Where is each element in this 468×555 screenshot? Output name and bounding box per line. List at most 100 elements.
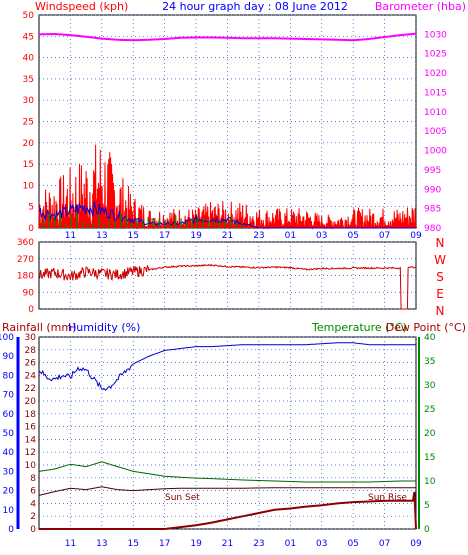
dew-point-line [38, 486, 416, 496]
top-x-tick-label: 09 [410, 231, 422, 241]
humidity-axis-title: Humidity (%) [68, 321, 140, 334]
barometer-tick-label: 1015 [424, 88, 447, 98]
rainfall-tick-label: 10 [25, 461, 37, 471]
humidity-tick-label: 0 [8, 525, 14, 535]
windspeed-tick-label: 20 [23, 139, 35, 149]
rainfall-tick-label: 4 [30, 499, 36, 509]
lower-panel-x-tick-labels: 11 13 15 17 19 21 23 01 03 05 07 09 [65, 539, 422, 549]
humidity-tick-label: 70 [3, 391, 15, 401]
barometer-tick-label: 1020 [424, 69, 447, 79]
barometer-tick-label: 1025 [424, 50, 447, 60]
rainfall-tick-label: 18 [25, 410, 37, 420]
rainfall-tick-label: 22 [25, 384, 36, 394]
direction-tick-label: 360 [17, 238, 34, 248]
temperature-tick-label: 15 [424, 453, 435, 463]
direction-tick-labels: 0 90 180 270 360 [17, 238, 34, 315]
windspeed-tick-label: 40 [23, 54, 35, 64]
windspeed-tick-label: 35 [23, 75, 34, 85]
top-x-tick-label: 19 [190, 231, 202, 241]
sun-set-annotation: Sun Set [165, 493, 200, 503]
lower-x-tick-label: 07 [379, 539, 390, 549]
barometer-tick-label: 1000 [424, 147, 447, 157]
temperature-tick-label: 25 [424, 405, 435, 415]
temperature-tick-label: 10 [424, 477, 436, 487]
rainfall-tick-label: 24 [25, 371, 37, 381]
wind-gust-line [38, 201, 416, 229]
temperature-tick-label: 35 [424, 357, 435, 367]
lower-x-tick-label: 05 [347, 539, 358, 549]
top-x-tick-label: 03 [316, 231, 327, 241]
top-x-tick-label: 23 [253, 231, 264, 241]
humidity-line [38, 342, 416, 391]
windspeed-tick-label: 45 [23, 32, 34, 42]
compass-label: N [436, 304, 445, 318]
direction-tick-label: 180 [17, 272, 34, 282]
humidity-tick-label: 40 [3, 448, 15, 458]
top-panel-grid [39, 14, 417, 229]
humidity-tick-label: 10 [3, 506, 15, 516]
compass-label: S [436, 270, 444, 284]
top-x-tick-label: 13 [96, 231, 107, 241]
lower-x-tick-label: 11 [65, 539, 76, 549]
lower-x-tick-label: 09 [410, 539, 422, 549]
humidity-tick-label: 90 [3, 352, 15, 362]
top-x-tick-label: 17 [159, 231, 170, 241]
temperature-tick-label: 40 [424, 333, 436, 343]
top-x-tick-label: 15 [128, 231, 139, 241]
rainfall-tick-label: 30 [25, 333, 37, 343]
compass-label: N [436, 236, 445, 250]
rainfall-tick-label: 0 [30, 525, 36, 535]
windspeed-tick-label: 15 [23, 160, 34, 170]
humidity-tick-labels: 0 10 20 30 40 50 60 70 80 90 100 [0, 333, 14, 535]
humidity-tick-label: 100 [0, 333, 14, 343]
windspeed-tick-label: 0 [28, 224, 34, 234]
rainfall-tick-label: 20 [25, 397, 37, 407]
wind-direction-line [38, 263, 417, 310]
windspeed-line [38, 144, 417, 230]
lower-x-tick-label: 19 [190, 539, 202, 549]
barometer-tick-label: 980 [424, 224, 441, 234]
temperature-tick-label: 0 [424, 525, 430, 535]
lower-panel-grid [16, 336, 420, 530]
rainfall-tick-label: 8 [30, 474, 36, 484]
temperature-tick-label: 30 [424, 381, 436, 391]
top-x-tick-label: 07 [379, 231, 390, 241]
humidity-tick-label: 20 [3, 487, 15, 497]
windspeed-tick-label: 30 [23, 96, 35, 106]
dewpoint-axis-title: Dew Point (°C) [386, 321, 466, 334]
top-x-tick-label: 05 [347, 231, 358, 241]
temperature-tick-label: 20 [424, 429, 436, 439]
lower-x-tick-label: 03 [316, 539, 327, 549]
lower-x-tick-label: 13 [96, 539, 107, 549]
windspeed-tick-label: 25 [23, 118, 34, 128]
top-x-tick-label: 01 [285, 231, 296, 241]
lower-x-tick-label: 23 [253, 539, 264, 549]
barometer-tick-labels: 980 985 990 995 1000 1005 1010 1015 1020 1025 1030 [424, 30, 447, 234]
top-panel-series [38, 32, 417, 230]
direction-panel-grid [39, 241, 417, 310]
windspeed-axis-title: Windspeed (kph) [35, 0, 128, 13]
top-x-tick-label: 11 [65, 231, 76, 241]
barometer-tick-label: 1010 [424, 108, 447, 118]
windspeed-tick-label: 50 [23, 11, 35, 21]
top-x-tick-label: 21 [222, 231, 233, 241]
direction-tick-label: 0 [28, 305, 34, 315]
rainfall-axis-title: Rainfall (mm) [2, 321, 76, 334]
barometer-line [38, 32, 417, 42]
lower-x-tick-label: 15 [128, 539, 139, 549]
humidity-tick-label: 30 [3, 467, 15, 477]
direction-tick-label: 90 [23, 288, 35, 298]
rainfall-tick-label: 26 [25, 359, 37, 369]
rainfall-tick-label: 2 [30, 512, 36, 522]
rainfall-tick-label: 12 [25, 448, 36, 458]
barometer-tick-label: 985 [424, 205, 441, 215]
compass-label: E [436, 287, 444, 301]
barometer-axis-title: Barometer (hba) [375, 0, 466, 13]
temperature-tick-label: 5 [424, 501, 430, 511]
windspeed-tick-label: 5 [28, 203, 34, 213]
rainfall-tick-label: 28 [25, 346, 37, 356]
windspeed-tick-labels: 0 5 10 15 20 25 30 35 40 45 50 [23, 11, 35, 234]
sun-rise-annotation: Sun Rise [368, 493, 407, 503]
